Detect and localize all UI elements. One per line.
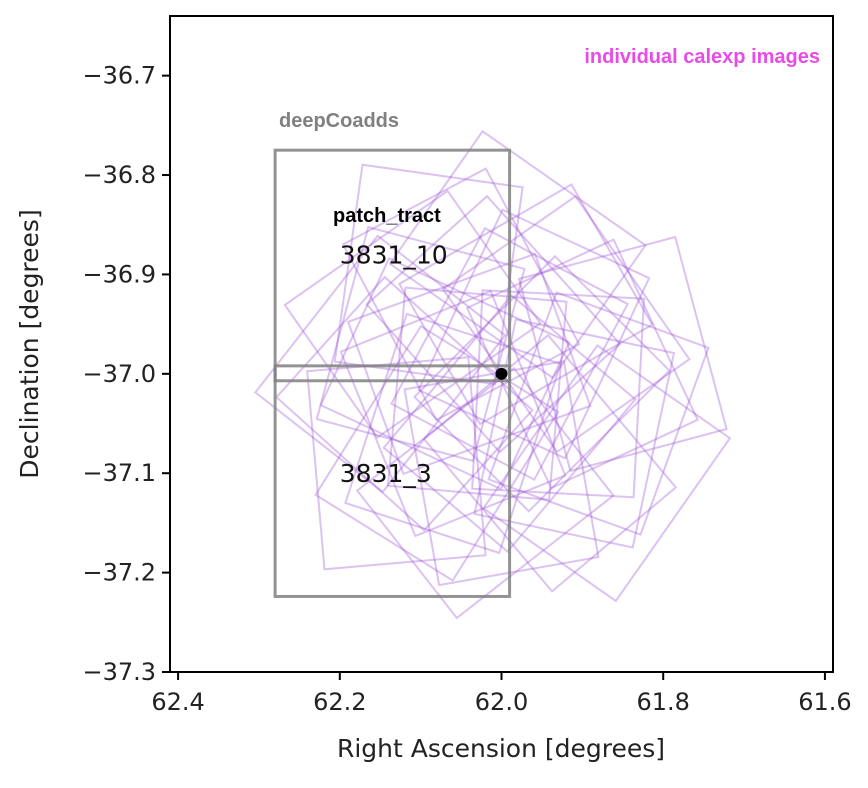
deepcoadd-patch-outline xyxy=(273,364,512,598)
x-tick-label: 61.6 xyxy=(798,688,851,716)
calexp-footprint xyxy=(388,129,647,380)
calexp-footprint xyxy=(417,208,651,460)
calexp-footprint xyxy=(517,235,728,473)
calexp-footprint xyxy=(333,163,524,386)
calexp-footprint xyxy=(346,252,592,476)
x-tick-label: 62.2 xyxy=(313,688,366,716)
center-point-layer xyxy=(495,367,508,380)
calexp-footprint xyxy=(473,318,676,549)
calexp-footprint xyxy=(314,324,560,582)
x-axis-title: Right Ascension [degrees] xyxy=(337,734,665,763)
center-point-marker xyxy=(495,367,508,380)
calexp-footprint xyxy=(386,286,568,501)
calexp-footprint xyxy=(339,289,567,538)
x-tick-label: 62.0 xyxy=(475,688,528,716)
calexp-footprint xyxy=(397,183,654,426)
patch-tract-label: 3831_3 xyxy=(340,459,432,488)
y-tick-label: −36.7 xyxy=(82,62,156,90)
calexp-footprint xyxy=(253,234,507,494)
calexp-footprint xyxy=(482,344,732,603)
calexp-footprint xyxy=(471,289,646,499)
calexp-footprint xyxy=(315,225,526,463)
calexp-annotation: individual calexp images xyxy=(584,46,820,68)
calexp-footprint xyxy=(382,293,637,554)
y-tick-label: −37.0 xyxy=(82,360,156,388)
x-tick-label: 62.4 xyxy=(151,688,204,716)
patch-tract-header: patch_tract xyxy=(333,205,441,227)
y-tick-label: −36.8 xyxy=(82,161,156,189)
deepcoadd-patch-outline xyxy=(273,148,512,383)
calexp-footprint xyxy=(341,167,581,422)
deepcoadd-patches xyxy=(273,148,512,598)
calexp-footprint xyxy=(319,257,571,491)
y-tick-label: −36.9 xyxy=(82,260,156,288)
calexp-footprint xyxy=(390,226,629,482)
x-tick-label: 61.8 xyxy=(636,688,689,716)
calexp-footprint xyxy=(275,275,534,532)
calexp-footprint xyxy=(441,194,691,454)
y-axis-title: Declination [degrees] xyxy=(15,209,44,478)
calexp-footprint xyxy=(413,254,671,513)
x-axis-ticks: 62.4 62.2 62.0 61.8 61.6 xyxy=(151,672,852,716)
calexp-footprint xyxy=(465,238,699,490)
y-axis-ticks: −36.7 −36.8 −36.9 −37.0 −37.1 −37.2 −37.3 xyxy=(82,62,170,686)
y-tick-label: −37.2 xyxy=(82,559,156,587)
deepcoadds-annotation: deepCoadds xyxy=(279,110,399,132)
calexp-footprint xyxy=(365,194,622,454)
y-tick-label: −37.1 xyxy=(82,459,156,487)
calexp-footprints xyxy=(253,129,732,620)
y-tick-label: −37.3 xyxy=(82,658,156,686)
calexp-footprint xyxy=(306,356,487,571)
patch-tract-label: 3831_10 xyxy=(340,241,448,270)
calexp-footprint xyxy=(355,366,615,620)
calexp-footprint xyxy=(487,291,710,536)
